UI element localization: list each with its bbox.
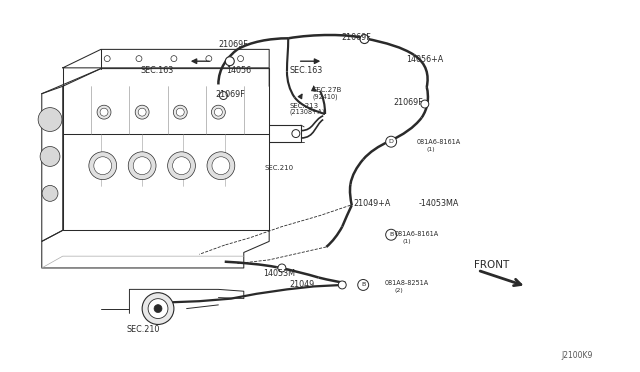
Circle shape	[421, 100, 429, 108]
Circle shape	[148, 299, 168, 318]
Text: (2): (2)	[395, 288, 404, 293]
Circle shape	[104, 56, 110, 62]
Circle shape	[94, 157, 112, 174]
Text: 21049+A: 21049+A	[353, 199, 390, 208]
Circle shape	[386, 229, 397, 240]
Text: (1): (1)	[427, 147, 435, 152]
Circle shape	[40, 147, 60, 166]
Circle shape	[207, 152, 235, 180]
Circle shape	[292, 129, 300, 138]
Text: (21308+A): (21308+A)	[289, 109, 325, 115]
Text: 14053M: 14053M	[263, 269, 295, 278]
Text: B: B	[389, 232, 393, 237]
Circle shape	[138, 108, 146, 116]
Text: D: D	[388, 139, 394, 144]
Circle shape	[278, 264, 286, 272]
Circle shape	[38, 108, 62, 131]
Text: 21069F: 21069F	[218, 41, 248, 49]
Circle shape	[100, 108, 108, 116]
Circle shape	[212, 157, 230, 174]
Circle shape	[225, 57, 234, 66]
Circle shape	[173, 157, 191, 174]
Circle shape	[168, 152, 195, 180]
Text: 14056+A: 14056+A	[406, 55, 443, 64]
Text: (92410): (92410)	[312, 93, 338, 100]
Text: 081A8-8251A: 081A8-8251A	[385, 280, 429, 286]
Text: -14053MA: -14053MA	[419, 199, 459, 208]
Text: (1): (1)	[403, 239, 412, 244]
Circle shape	[171, 56, 177, 62]
Text: SEC.27B: SEC.27B	[312, 87, 342, 93]
Circle shape	[135, 105, 149, 119]
Text: 21069F: 21069F	[393, 98, 423, 107]
Circle shape	[97, 105, 111, 119]
Circle shape	[89, 152, 116, 180]
Circle shape	[142, 293, 174, 324]
Text: J2100K9: J2100K9	[561, 351, 593, 360]
Circle shape	[220, 92, 227, 100]
Circle shape	[360, 35, 369, 44]
Circle shape	[206, 56, 212, 62]
Circle shape	[154, 305, 162, 312]
Circle shape	[358, 279, 369, 291]
Circle shape	[136, 56, 142, 62]
Text: SEC.210: SEC.210	[126, 325, 159, 334]
Text: 21069F: 21069F	[215, 90, 245, 99]
Circle shape	[339, 281, 346, 289]
Text: SEC.213: SEC.213	[289, 103, 319, 109]
Text: 081A6-8161A: 081A6-8161A	[417, 140, 461, 145]
Circle shape	[214, 108, 222, 116]
Text: 21069F: 21069F	[341, 33, 371, 42]
Circle shape	[211, 105, 225, 119]
Text: B: B	[361, 282, 365, 288]
Circle shape	[176, 108, 184, 116]
Circle shape	[42, 186, 58, 201]
Circle shape	[128, 152, 156, 180]
Text: 14056: 14056	[227, 66, 252, 75]
Circle shape	[173, 105, 187, 119]
Text: 081A6-8161A: 081A6-8161A	[395, 231, 439, 237]
Circle shape	[386, 136, 397, 147]
Text: SEC.210: SEC.210	[264, 165, 293, 171]
Text: SEC.163: SEC.163	[141, 66, 174, 75]
Text: SEC.163: SEC.163	[289, 65, 323, 74]
Circle shape	[237, 56, 244, 62]
Text: 21049: 21049	[289, 280, 315, 289]
Text: FRONT: FRONT	[474, 260, 509, 270]
Circle shape	[133, 157, 151, 174]
